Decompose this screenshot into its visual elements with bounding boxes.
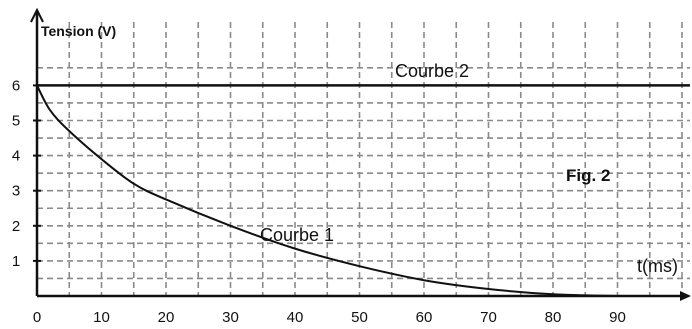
x-tick-label: 90: [609, 309, 626, 326]
x-axis-title: t(ms): [637, 256, 678, 276]
series: [36, 84, 690, 297]
y-tick-label: 4: [12, 148, 20, 165]
y-axis-title: Tension (V): [41, 23, 116, 39]
y-tick-label: 1: [12, 253, 20, 270]
annotation-courbe-1: Courbe 1: [260, 225, 334, 245]
x-tick-label: 10: [93, 309, 110, 326]
x-tick-label: 30: [222, 309, 239, 326]
figure-label: Fig. 2: [566, 166, 610, 185]
tick-labels: 0 10 20 30 40 50 60 70 80 90 1 2 3 4 5 6: [12, 77, 626, 326]
y-axis-arrow: [30, 7, 44, 23]
x-tick-label: 60: [416, 309, 433, 326]
grid: [37, 22, 690, 296]
annotation-courbe-2: Courbe 2: [395, 61, 469, 81]
x-tick-label: 0: [33, 309, 41, 326]
x-tick-label: 50: [351, 309, 368, 326]
y-tick-label: 5: [12, 113, 20, 130]
y-tick-label: 3: [12, 183, 20, 200]
y-tick-label: 2: [12, 218, 20, 235]
x-axis-arrow: [680, 291, 691, 301]
x-tick-label: 40: [287, 309, 304, 326]
x-tick-label: 70: [480, 309, 497, 326]
series-courbe-1-line: [36, 84, 618, 297]
x-tick-label: 80: [545, 309, 562, 326]
x-tick-label: 20: [158, 309, 175, 326]
y-tick-label: 6: [12, 77, 20, 94]
